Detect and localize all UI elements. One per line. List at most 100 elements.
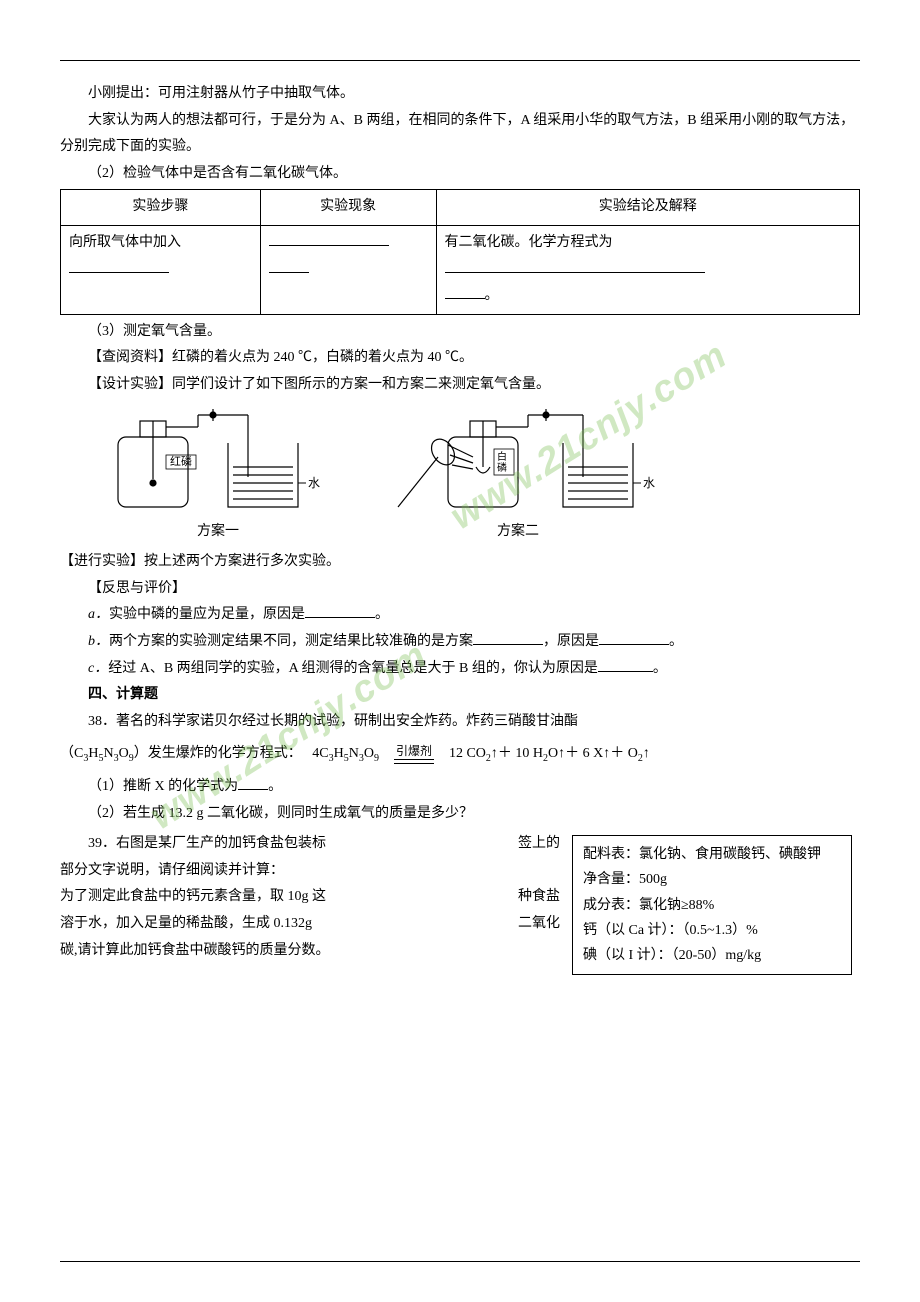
white-p-label-1: 白 [497, 450, 507, 463]
experiment-table: 实验步骤 实验现象 实验结论及解释 向所取气体中加入 有二氧化碳。化学方程式为 … [60, 189, 860, 314]
chem-equation: 4C3H5N3O9 引爆剂 12 CO2↑＋ 10 H2O↑＋ 6 X↑＋ O2… [312, 741, 650, 768]
lhs: 4C3H5N3O9 [312, 741, 379, 768]
txt: 4C [312, 746, 328, 761]
infobox-l3: 成分表：氯化钠≥88% [583, 893, 841, 918]
th-steps: 实验步骤 [61, 190, 261, 226]
red-p-label: 红磷 [170, 455, 192, 468]
intro-line-2: 大家认为两人的想法都可行，于是分为 A、B 两组，在相同的条件下，A 组采用小华… [60, 108, 860, 161]
fansi-b-mid: ，原因是 [543, 634, 599, 649]
blank-field[interactable] [238, 776, 268, 790]
q38-sub1-text: （1）推断 X 的化学式为 [88, 779, 238, 794]
prefix-c: c． [88, 661, 108, 676]
txt: H [88, 746, 98, 761]
txt: O [364, 746, 374, 761]
diagram-scheme-1: 红磷 水 [88, 407, 348, 517]
fansi-b-text: 两个方案的实验测定结果不同，测定结果比较准确的是方案 [109, 634, 473, 649]
sub: 9 [374, 753, 379, 764]
prefix-a: a． [88, 607, 109, 622]
q39-l1a: 右图是某厂生产的加钙食盐包装标 [116, 836, 326, 851]
blank-field[interactable] [305, 605, 375, 619]
water-label: 水 [308, 476, 320, 490]
blank-field[interactable] [445, 286, 485, 300]
th-conclusion: 实验结论及解释 [436, 190, 859, 226]
period: 。 [485, 288, 499, 303]
fansi-label: 【反思与评价】 [60, 576, 860, 603]
txt: H [334, 746, 344, 761]
blank-field[interactable] [269, 259, 309, 273]
q38-text1: 著名的科学家诺贝尔经过长期的试验，研制出安全炸药。炸药三硝酸甘油酯 [116, 714, 578, 729]
caption-scheme-1: 方案一 [88, 519, 348, 546]
infobox-l2: 净含量：500g [583, 867, 841, 892]
q39-container: 配料表：氯化钠、食用碳酸钙、碘酸钾 净含量：500g 成分表：氯化钠≥88% 钙… [60, 831, 860, 979]
q38-sub1: （1）推断 X 的化学式为 。 [60, 774, 860, 801]
caption-scheme-2: 方案二 [388, 519, 648, 546]
blank-field[interactable] [598, 658, 653, 672]
arrow-line-2 [394, 763, 434, 764]
txt: ↑ [643, 746, 650, 761]
q39-line4: 溶于水，加入足量的稀盐酸，生成 0.132g 二氧化 [60, 911, 560, 938]
diagram-scheme-2: 白 磷 水 [388, 407, 688, 517]
q39-l1b: 签上的 [490, 831, 560, 858]
fansi-c-text: 经过 A、B 两组同学的实验，A 组测得的含氧量总是大于 B 组的，你认为原因是 [108, 661, 598, 676]
jinxing-label: 【进行实验】 [60, 554, 144, 569]
q39-prefix: 39． [88, 836, 116, 851]
page-content: www.21cnjy.com www.21cnjy.com 小刚提出：可用注射器… [60, 81, 860, 979]
blank-field[interactable] [269, 232, 389, 246]
period: 。 [669, 634, 683, 649]
intro-line-3: （2）检验气体中是否含有二氧化碳气体。 [60, 161, 860, 188]
q39-l3b: 种食盐 [518, 884, 560, 911]
jinxing-text: 按上述两个方案进行多次实验。 [144, 554, 340, 569]
txt: （C [60, 746, 83, 761]
q39-line2: 部分文字说明，请仔细阅读并计算： [60, 858, 560, 885]
prefix-b: b． [88, 634, 109, 649]
jinxing-line: 【进行实验】按上述两个方案进行多次实验。 [60, 549, 860, 576]
txt: N [349, 746, 359, 761]
chayue-label: 【查阅资料】 [88, 350, 172, 365]
chayue-line: 【查阅资料】红磷的着火点为 240 ℃，白磷的着火点为 40 ℃。 [60, 345, 860, 372]
txt: N [103, 746, 113, 761]
blank-field[interactable] [69, 259, 169, 273]
bottom-horizontal-rule [60, 1261, 860, 1262]
infobox-l1: 配料表：氯化钠、食用碳酸钙、碘酸钾 [583, 842, 841, 867]
q39-l3a: 为了测定此食盐中的钙元素含量，取 10g 这 [60, 889, 326, 904]
sheji-label: 【设计实验】 [88, 377, 172, 392]
q39-l4b: 二氧化 [518, 911, 560, 938]
intro-line-1: 小刚提出：可用注射器从竹子中抽取气体。 [60, 81, 860, 108]
period: 。 [653, 661, 667, 676]
blank-field[interactable] [599, 631, 669, 645]
fansi-a-text: 实验中磷的量应为足量，原因是 [109, 607, 305, 622]
fansi-b: b．两个方案的实验测定结果不同，测定结果比较准确的是方案 ，原因是 。 [60, 629, 860, 656]
td-conclusion: 有二氧化碳。化学方程式为 。 [436, 225, 859, 314]
q38-line1: 38．著名的科学家诺贝尔经过长期的试验，研制出安全炸药。炸药三硝酸甘油酯 [60, 709, 860, 736]
sheji-line: 【设计实验】同学们设计了如下图所示的方案一和方案二来测定氧气含量。 [60, 372, 860, 399]
q38-equation-line: （C3H5N3O9）发生爆炸的化学方程式： 4C3H5N3O9 引爆剂 12 C… [60, 741, 860, 768]
blank-field[interactable] [445, 259, 705, 273]
td-steps-text: 向所取气体中加入 [69, 235, 181, 250]
period: 。 [375, 607, 389, 622]
txt: 12 CO [449, 746, 486, 761]
period: 。 [268, 779, 282, 794]
diagram-container: 红磷 水 [88, 407, 860, 517]
sheji-text: 同学们设计了如下图所示的方案一和方案二来测定氧气含量。 [172, 377, 550, 392]
water-label: 水 [643, 476, 655, 490]
td-conclusion-text: 有二氧化碳。化学方程式为 [445, 235, 613, 250]
diagram-captions: 方案一 方案二 [88, 519, 860, 546]
infobox-l5: 碘（以 I 计）：（20-50）mg/kg [583, 943, 841, 968]
th-phenomenon: 实验现象 [260, 190, 436, 226]
fansi-c: c．经过 A、B 两组同学的实验，A 组测得的含氧量总是大于 B 组的，你认为原… [60, 656, 860, 683]
q39-line1: 39．右图是某厂生产的加钙食盐包装标 签上的 [60, 831, 560, 858]
td-phenomenon [260, 225, 436, 314]
blank-field[interactable] [473, 631, 543, 645]
top-horizontal-rule [60, 60, 860, 61]
infobox-l4: 钙（以 Ca 计）：（0.5~1.3）% [583, 918, 841, 943]
txt: ↑＋ 10 H [491, 746, 543, 761]
reaction-arrow: 引爆剂 [394, 745, 434, 763]
q39-line3: 为了测定此食盐中的钙元素含量，取 10g 这 种食盐 [60, 884, 560, 911]
txt: O [119, 746, 129, 761]
txt: ）发生爆炸的化学方程式： [134, 746, 302, 761]
rhs: 12 CO2↑＋ 10 H2O↑＋ 6 X↑＋ O2↑ [449, 741, 650, 768]
q39-l4a: 溶于水，加入足量的稀盐酸，生成 0.132g [60, 916, 312, 931]
white-p-label-2: 磷 [497, 461, 507, 474]
fansi-a: a．实验中磷的量应为足量，原因是 。 [60, 602, 860, 629]
chayue-text: 红磷的着火点为 240 ℃，白磷的着火点为 40 ℃。 [172, 350, 473, 365]
